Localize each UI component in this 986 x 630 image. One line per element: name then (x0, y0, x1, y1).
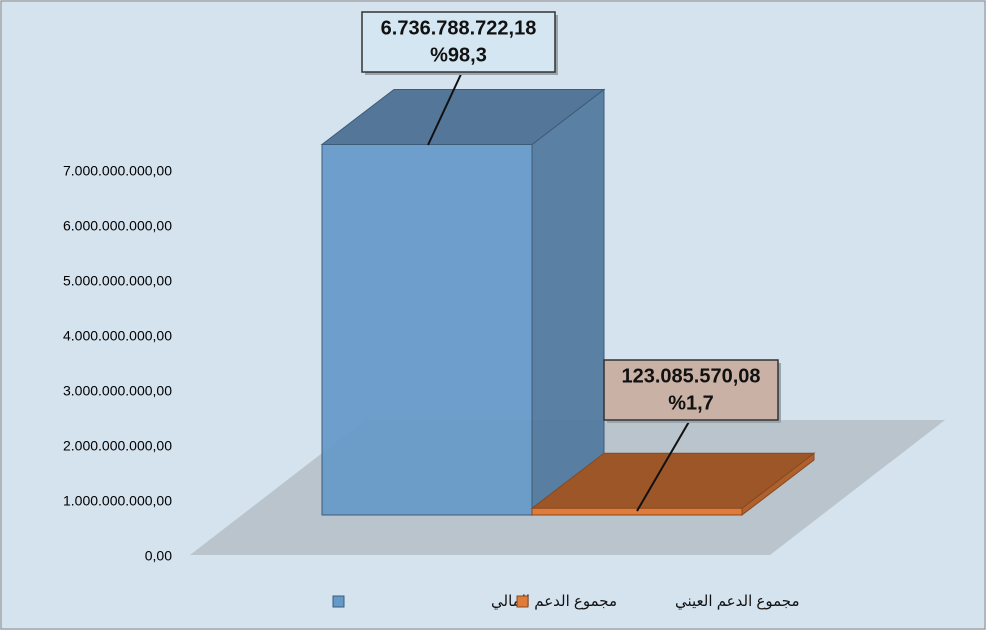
data-label: 123.085.570,08 (621, 365, 760, 387)
percent-label: %1,7 (668, 392, 714, 414)
data-label: 6.736.788.722,18 (381, 17, 537, 39)
y-tick-label: 2.000.000.000,00 (63, 438, 172, 454)
legend-label: مجموع الدعم المالي (491, 593, 617, 611)
y-tick-label: 6.000.000.000,00 (63, 218, 172, 234)
bar (530, 452, 816, 517)
data-label-box (361, 11, 556, 73)
y-tick-label: 5.000.000.000,00 (63, 273, 172, 289)
y-tick-label: 7.000.000.000,00 (63, 163, 172, 179)
data-label-box (603, 359, 779, 421)
percent-label: %98,3 (430, 44, 487, 66)
bar (320, 88, 606, 517)
y-tick-label: 3.000.000.000,00 (63, 383, 172, 399)
y-tick-label: 4.000.000.000,00 (63, 328, 172, 344)
bar-side (531, 88, 605, 517)
bar-front (321, 143, 533, 516)
leader-line (427, 71, 463, 146)
legend-swatch (332, 595, 345, 608)
y-tick-label: 1.000.000.000,00 (63, 493, 172, 509)
legend-label: مجموع الدعم العيني (675, 593, 800, 611)
leader-line (636, 419, 691, 512)
legend-swatch (516, 595, 529, 608)
bar-front (531, 507, 743, 516)
y-tick-label: 0,00 (145, 548, 172, 564)
